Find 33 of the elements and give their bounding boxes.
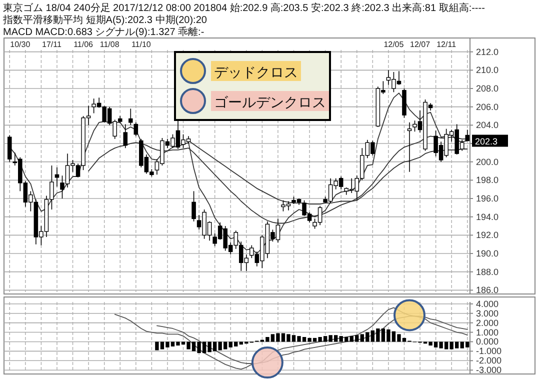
x-tick-label: 12/07	[410, 40, 431, 49]
y-tick-label: -2.000	[476, 356, 502, 366]
y-tick-label: 198.0	[476, 175, 499, 186]
legend-label: ゴールデンクロス	[214, 94, 326, 110]
x-tick-label: 12/11	[436, 40, 457, 49]
y-tick-label: 192.0	[476, 230, 499, 240]
x-tick-label: 11/06	[74, 40, 94, 49]
y-tick-label: 208.0	[476, 84, 499, 94]
y-tick-label: -1.000	[476, 346, 502, 356]
y-tick-label: 200.0	[476, 156, 499, 167]
x-tick-label: 11/10	[131, 40, 152, 49]
legend-label: デッドクロス	[214, 64, 298, 80]
x-tick-label: 11/08	[100, 40, 120, 49]
y-tick-label: 212.0	[476, 46, 499, 57]
x-tick-label: 17/11	[42, 40, 62, 49]
y-tick-label: 210.0	[476, 65, 499, 76]
y-tick-label: 206.0	[476, 102, 499, 112]
y-tick-label: -3.000	[476, 365, 502, 376]
header: 東京ゴム 18/04 240分足 2017/12/12 08:00 201804 始:202.9 高:203.5 安:202.3 終:202.3 出来高:81 取組高:---- 指数平滑移動平均 短期A(5):202.3 中期(20):20 MACD MACD:0.683 シグナル(9):1.327 乖離:-	[3, 3, 485, 38]
y-tick-label: 204.0	[476, 120, 499, 130]
y-tick-label: 4.000	[476, 298, 499, 309]
x-tick-label: 12/05	[384, 40, 404, 49]
x-tick-label: 10/30	[10, 40, 31, 49]
y-tick-label: 2.000	[476, 318, 499, 328]
y-tick-label: 194.0	[476, 212, 499, 222]
y-tick-label: 190.0	[476, 248, 499, 258]
text: 202.3	[475, 136, 498, 146]
y-tick-label: 3.000	[476, 308, 499, 318]
y-tick-label: 186.0	[476, 285, 499, 296]
y-tick-label: 196.0	[476, 194, 499, 204]
y-tick-label: 0.000	[476, 336, 499, 347]
y-tick-label: 1.000	[476, 327, 499, 338]
y-tick-label: 188.0	[476, 266, 499, 277]
